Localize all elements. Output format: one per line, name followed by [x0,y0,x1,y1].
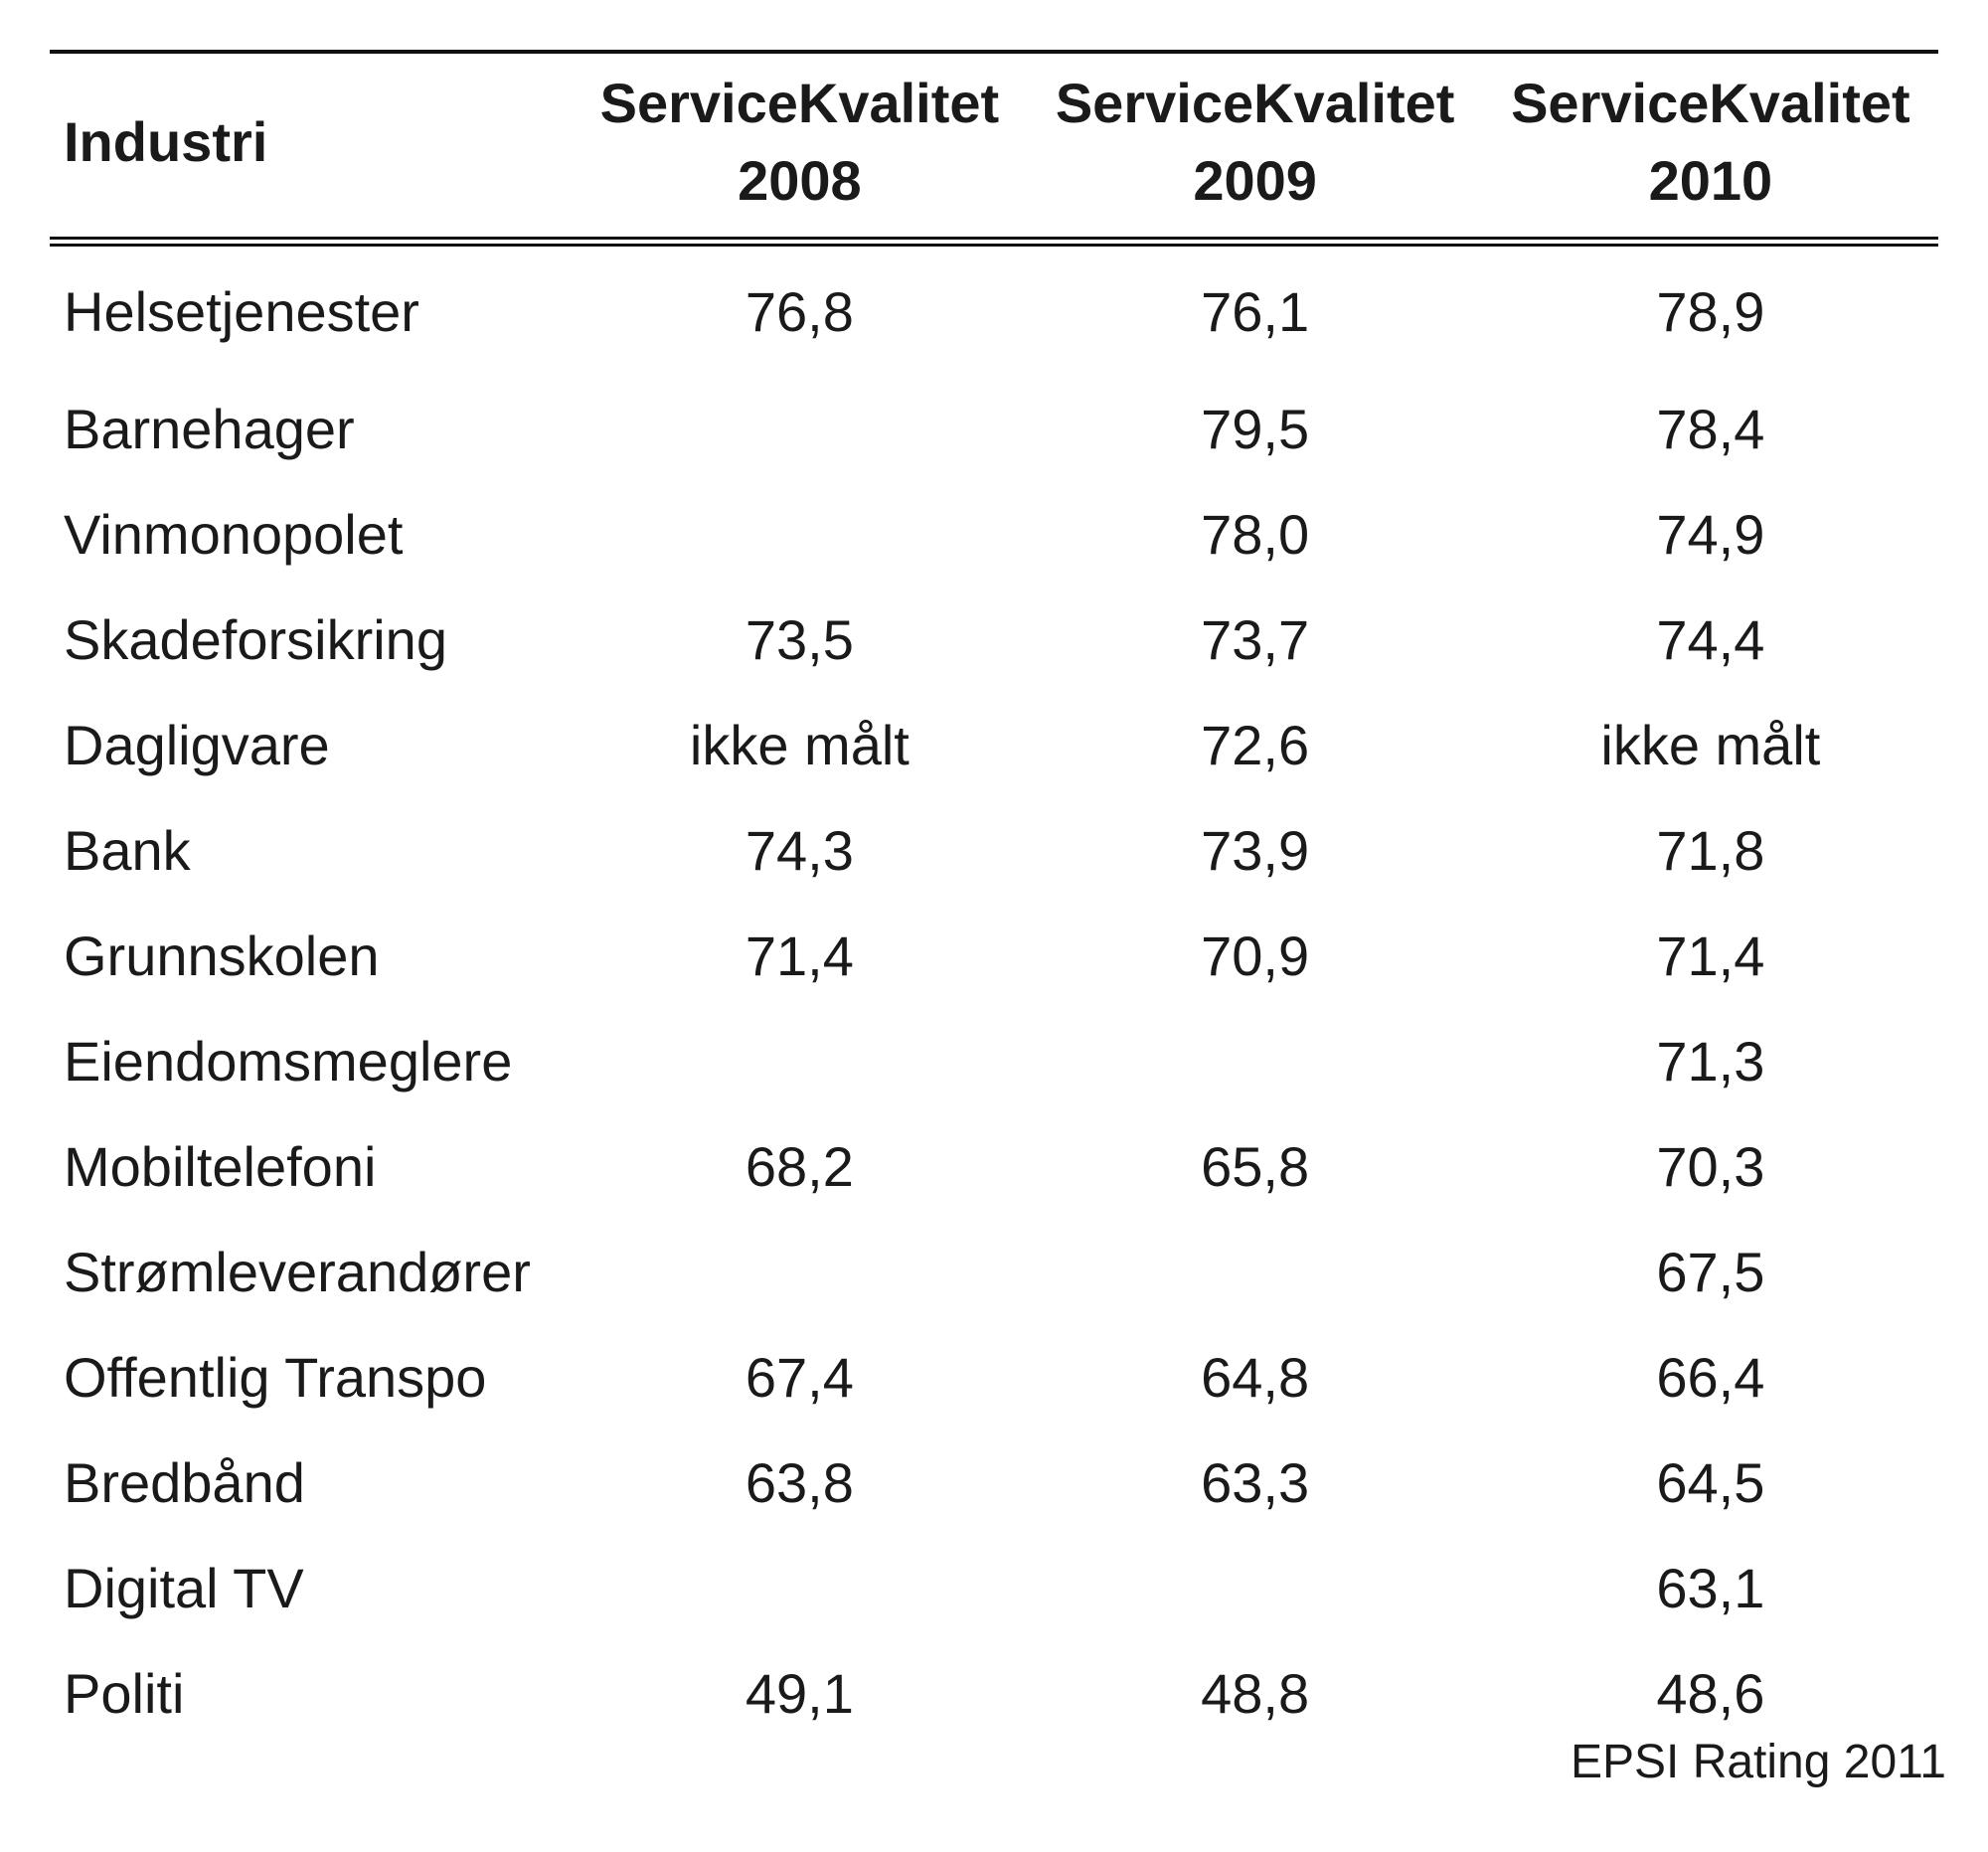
cell-2009: 70,9 [1201,924,1310,987]
cell-2008: 76,8 [745,279,854,343]
cell-2009: 78,0 [1201,502,1310,566]
cell-2009 [1028,1008,1483,1113]
cell-2010: 74,9 [1656,502,1765,566]
cell-2008: 63,8 [745,1450,854,1514]
cell-2008 [572,481,1027,587]
header-2009-year: 2009 [1193,149,1317,212]
cell-2008: 68,2 [745,1134,854,1198]
table-row: Politi 49,1 48,8 48,6 [50,1640,1938,1746]
cell-2008: 74,3 [745,818,854,882]
table-row: Digital TV 63,1 [50,1535,1938,1640]
header-2008-year: 2008 [738,149,862,212]
table-row: Offentlig Transpo 67,4 64,8 66,4 [50,1324,1938,1430]
table-row: Helsetjenester 76,8 76,1 78,9 [50,242,1938,376]
cell-2010: 48,6 [1656,1661,1765,1725]
cell-2009: 48,8 [1201,1661,1310,1725]
cell-2009: 72,6 [1201,713,1310,776]
cell-2010: 63,1 [1656,1556,1765,1619]
table-body: Helsetjenester 76,8 76,1 78,9 Barnehager 79,5… [50,242,1938,1746]
table-row: Grunnskolen 71,4 70,9 71,4 [50,903,1938,1008]
table-row: Bank 74,3 73,9 71,8 [50,797,1938,903]
cell-industri: Digital TV [64,1556,304,1619]
cell-industri: Vinmonopolet [64,502,404,566]
cell-industri: Offentlig Transpo [64,1345,487,1409]
cell-industri: Skadeforsikring [64,607,447,671]
service-quality-table: Industri ServiceKvalitet 2008 ServiceKva… [50,50,1938,1746]
header-2008: ServiceKvalitet 2008 [572,52,1028,247]
header-2010-title: ServiceKvalitet [1511,72,1910,134]
table-row: Dagligvare ikke målt 72,6 ikke målt [50,692,1938,797]
cell-2010: 71,4 [1656,924,1765,987]
header-row: Industri ServiceKvalitet 2008 ServiceKva… [50,52,1938,247]
cell-industri: Mobiltelefoni [64,1134,377,1198]
cell-2008 [572,1219,1027,1324]
cell-industri: Strømleverandører [64,1240,531,1303]
header-2010: ServiceKvalitet 2010 [1482,52,1938,247]
cell-2009: 73,9 [1201,818,1310,882]
header-2010-year: 2010 [1648,149,1773,212]
table-header: Industri ServiceKvalitet 2008 ServiceKva… [50,52,1938,247]
cell-2008: ikke målt [689,713,910,776]
table-row: Strømleverandører 67,5 [50,1219,1938,1324]
cell-2009 [1028,1535,1483,1640]
cell-2008 [572,1535,1027,1640]
header-industri-label: Industri [64,110,268,173]
cell-2009: 63,3 [1201,1450,1310,1514]
table-row: Barnehager 79,5 78,4 [50,376,1938,481]
cell-2010: 74,4 [1656,607,1765,671]
cell-industri: Grunnskolen [64,924,380,987]
cell-2010: 78,9 [1656,279,1765,343]
cell-2010: 70,3 [1656,1134,1765,1198]
table-row: Mobiltelefoni 68,2 65,8 70,3 [50,1113,1938,1219]
cell-2008: 49,1 [745,1661,854,1725]
header-2008-title: ServiceKvalitet [599,72,1000,134]
cell-2008: 71,4 [745,924,854,987]
cell-2009: 76,1 [1201,279,1310,343]
cell-2008: 67,4 [745,1345,854,1409]
cell-2009 [1028,1219,1483,1324]
cell-2008 [572,1008,1027,1113]
table-row: Skadeforsikring 73,5 73,7 74,4 [50,587,1938,692]
table-row: Vinmonopolet 78,0 74,9 [50,481,1938,587]
cell-2009: 64,8 [1201,1345,1310,1409]
cell-industri: Eiendomsmeglere [64,1029,513,1093]
cell-2010: 78,4 [1656,397,1765,460]
cell-2008 [572,376,1027,481]
cell-2008: 73,5 [745,607,854,671]
cell-industri: Bank [64,818,191,882]
cell-industri: Dagligvare [64,713,330,776]
header-industri: Industri [50,52,573,247]
cell-industri: Politi [64,1661,185,1725]
cell-industri: Barnehager [64,397,355,460]
source-note: EPSI Rating 2011 [1570,1736,1946,1788]
cell-industri: Helsetjenester [64,279,419,343]
table-row: Eiendomsmeglere 71,3 [50,1008,1938,1113]
cell-2009: 79,5 [1201,397,1310,460]
epsi-table-sheet: Industri ServiceKvalitet 2008 ServiceKva… [50,50,1938,1746]
cell-2010: 71,8 [1656,818,1765,882]
header-2009: ServiceKvalitet 2009 [1027,52,1483,247]
cell-2009: 73,7 [1201,607,1310,671]
cell-industri: Bredbånd [64,1450,305,1514]
cell-2010: 71,3 [1656,1029,1765,1093]
table-row: Bredbånd 63,8 63,3 64,5 [50,1430,1938,1535]
cell-2009: 65,8 [1201,1134,1310,1198]
cell-2010: 67,5 [1656,1240,1765,1303]
header-2009-title: ServiceKvalitet [1055,72,1455,134]
cell-2010: 66,4 [1656,1345,1765,1409]
cell-2010: ikke målt [1600,713,1821,776]
cell-2010: 64,5 [1656,1450,1765,1514]
